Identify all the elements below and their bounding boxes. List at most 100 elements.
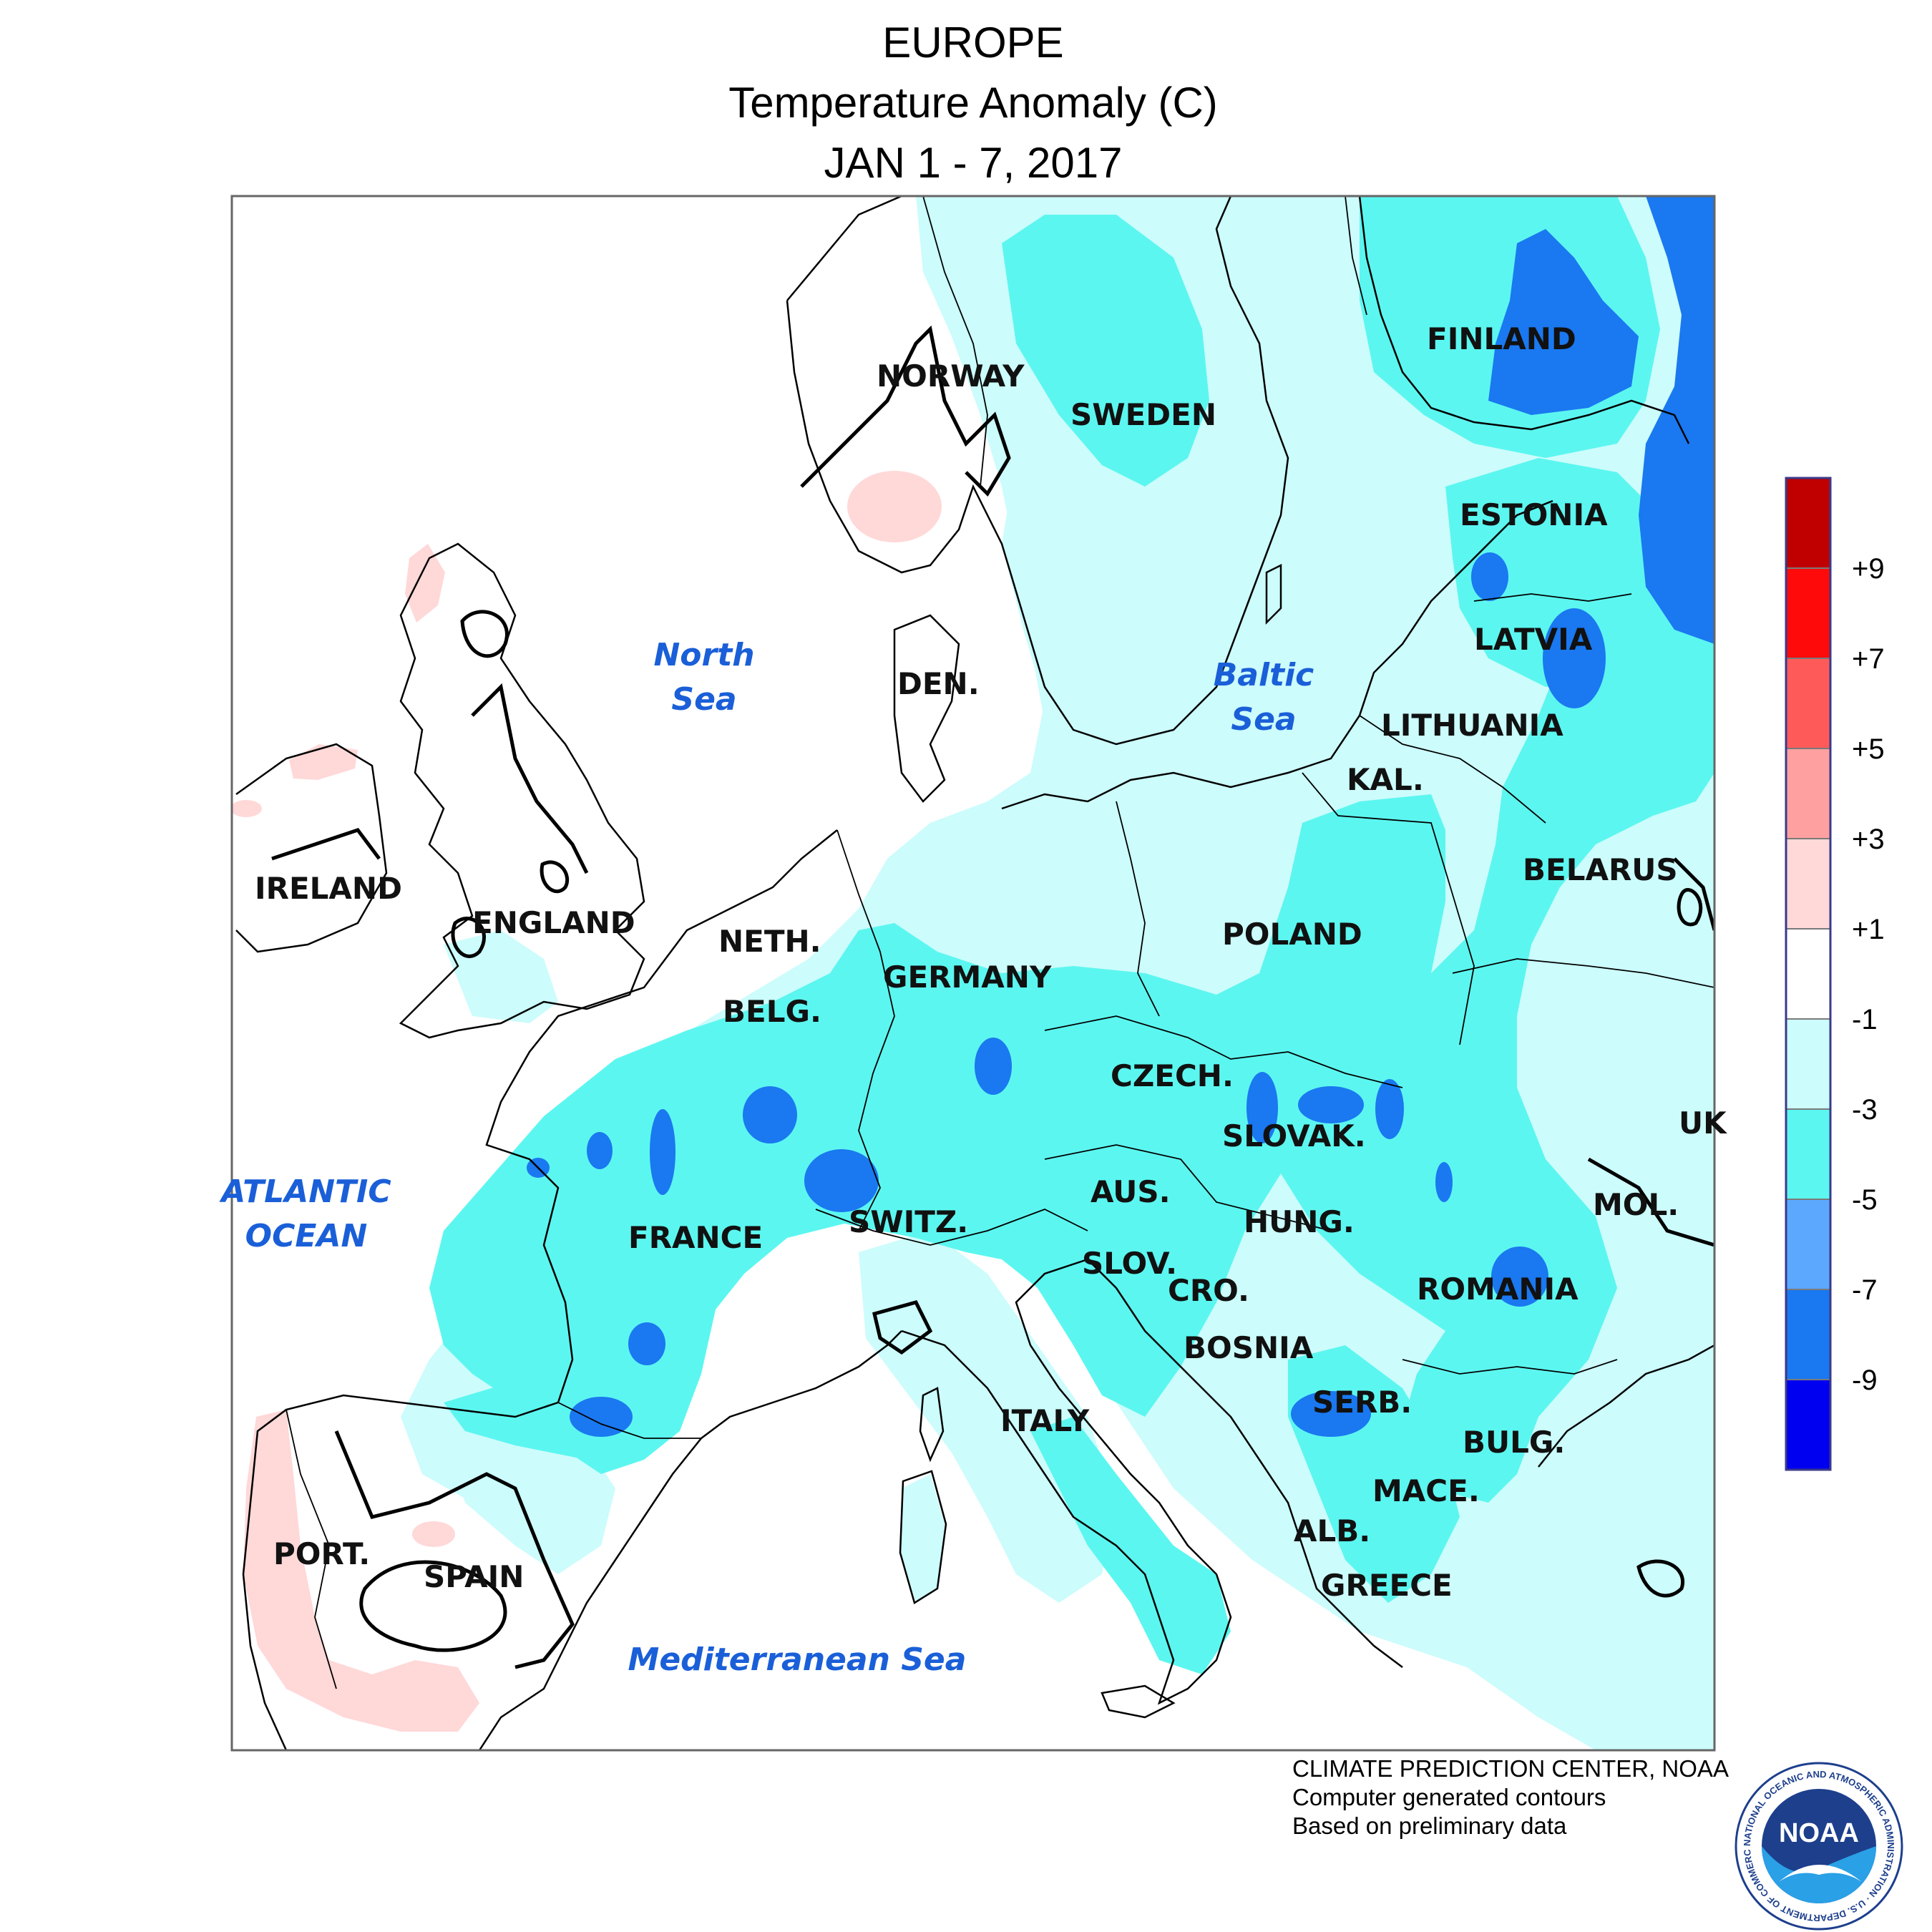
label-austria: AUS. xyxy=(1091,1174,1171,1209)
coast-sicily xyxy=(1101,1684,1176,1719)
label-netherlands: NETH. xyxy=(718,924,821,959)
label-bulgaria: BULG. xyxy=(1463,1425,1565,1460)
credits: CLIMATE PREDICTION CENTER, NOAA Computer… xyxy=(1292,1755,1729,1840)
coast-scandinavia xyxy=(786,196,1289,746)
border-sweden-finland xyxy=(1345,196,1367,316)
label-kaliningrad: KAL. xyxy=(1347,762,1424,797)
credit-line-3: Based on preliminary data xyxy=(1292,1813,1567,1839)
anomaly-cell-france-east xyxy=(804,1149,879,1212)
legend-tick-label: -5 xyxy=(1852,1184,1878,1216)
label-switzerland: SWITZ. xyxy=(849,1204,968,1239)
contour-zero-balkans xyxy=(1587,1157,1714,1247)
contour-zero-belarus xyxy=(1673,857,1714,931)
coast-sardinia xyxy=(899,1470,947,1604)
legend: +9 +7 +5 +3 +1 -1 -3 -5 -7 -9 xyxy=(1785,477,1885,1471)
anomaly-cell-france-west xyxy=(650,1109,675,1195)
legend-bin xyxy=(1785,928,1831,1020)
anomaly-region-light-italy xyxy=(859,1231,1116,1603)
border-spain-portugal xyxy=(286,1409,337,1689)
legend-tick-label: +3 xyxy=(1852,824,1885,855)
label-serbia: SERB. xyxy=(1312,1385,1412,1420)
coast-baltic-south xyxy=(1001,499,1553,810)
label-england: ENGLAND xyxy=(472,905,635,940)
country-borders xyxy=(286,196,1714,1689)
country-labels: NORWAY SWEDEN FINLAND ESTONIA LATVIA LIT… xyxy=(255,321,1727,1603)
anomaly-cell-romania-north xyxy=(1435,1162,1453,1202)
legend-frame xyxy=(1785,477,1832,1471)
coast-gotland xyxy=(1265,563,1282,625)
water-labels: North Sea Baltic Sea ATLANTIC OCEAN Medi… xyxy=(219,637,1314,1678)
contour-zero-spain-outer xyxy=(334,1430,575,1669)
legend-tick-label: +7 xyxy=(1852,643,1885,675)
anomaly-cell-slovakia-east xyxy=(1298,1086,1364,1123)
label-north-sea-1: North xyxy=(653,637,754,673)
map-period: JAN 1 - 7, 2017 xyxy=(824,139,1123,187)
label-bosnia: BOSNIA xyxy=(1184,1330,1314,1365)
legend-bin xyxy=(1785,1289,1831,1380)
label-greece: GREECE xyxy=(1321,1568,1453,1603)
anomaly-cell-norway-warm xyxy=(847,471,942,542)
label-norway: NORWAY xyxy=(877,358,1025,394)
border-lithuania-belarus xyxy=(1359,715,1546,824)
label-germany: GERMANY xyxy=(883,960,1052,995)
label-belgium: BELG. xyxy=(723,994,821,1029)
coast-iberia xyxy=(242,1394,702,1750)
legend-tick-label: +1 xyxy=(1852,914,1885,945)
label-ukraine: UK xyxy=(1679,1106,1727,1141)
noaa-logo-icon: NATIONAL OCEANIC AND ATMOSPHERIC ADMINIS… xyxy=(1735,1762,1903,1931)
credit-line-1: CLIMATE PREDICTION CENTER, NOAA xyxy=(1292,1755,1729,1782)
label-atlantic-2: OCEAN xyxy=(245,1218,368,1254)
anomaly-shading xyxy=(232,196,1714,1750)
coast-italy xyxy=(901,1258,1232,1705)
legend-tick-label: -1 xyxy=(1852,1004,1878,1035)
anomaly-cell-aquitaine xyxy=(628,1322,665,1365)
contour-zero-midlands xyxy=(540,860,570,894)
anomaly-cell-latvia xyxy=(1543,608,1606,708)
border-belarus-ukraine xyxy=(1452,958,1714,988)
label-moldova: MOL. xyxy=(1593,1187,1679,1222)
map-titles: EUROPE Temperature Anomaly (C) JAN 1 - 7… xyxy=(0,13,1932,193)
label-romania: ROMANIA xyxy=(1417,1272,1579,1307)
border-france-germany xyxy=(836,829,895,1231)
anomaly-cell-france-north xyxy=(743,1086,797,1143)
legend-tick-label: -9 xyxy=(1852,1365,1878,1396)
label-belarus: BELARUS xyxy=(1523,852,1678,887)
legend-tick-label: -7 xyxy=(1852,1274,1878,1306)
label-denmark: DEN. xyxy=(897,666,980,701)
label-ireland: IRELAND xyxy=(255,871,402,906)
contour-zero-spain-inner xyxy=(359,1560,507,1652)
border-germany-poland xyxy=(1116,801,1160,1017)
credit-line-2: Computer generated contours xyxy=(1292,1784,1606,1810)
noaa-logo-text: NOAA xyxy=(1779,1818,1859,1848)
label-sweden: SWEDEN xyxy=(1070,397,1216,432)
coast-adriatic-east xyxy=(1087,1259,1403,1668)
anomaly-cell-ireland-sw-warm xyxy=(232,800,262,817)
map-frame xyxy=(230,195,1716,1752)
anomaly-region-blue-finland xyxy=(1488,229,1639,415)
label-slovenia: SLOV. xyxy=(1082,1246,1177,1281)
label-baltic-sea-2: Sea xyxy=(1231,701,1296,738)
label-macedonia: MACE. xyxy=(1372,1473,1480,1508)
legend-bin xyxy=(1785,1018,1831,1110)
map-subtitle: Temperature Anomaly (C) xyxy=(728,79,1218,127)
label-italy: ITALY xyxy=(1000,1403,1090,1438)
contour-zero-wales xyxy=(451,917,486,958)
border-norway-sweden xyxy=(922,196,988,487)
label-finland: FINLAND xyxy=(1427,321,1576,356)
legend-bin xyxy=(1785,1108,1831,1200)
legend-tick-label: +5 xyxy=(1852,733,1885,765)
label-latvia: LATVIA xyxy=(1474,622,1593,657)
legend-bin xyxy=(1785,838,1831,930)
map-title: EUROPE xyxy=(882,19,1064,67)
anomaly-region-cyan-italy xyxy=(1030,1417,1231,1674)
label-slovakia: SLOVAK. xyxy=(1222,1118,1366,1153)
coast-mediterranean-france xyxy=(701,1330,902,1439)
anomaly-cell-slovakia-west xyxy=(1246,1072,1278,1143)
legend-bin xyxy=(1785,748,1831,839)
anomaly-cell-estonia xyxy=(1471,552,1508,601)
anomaly-cell-germany-south xyxy=(975,1038,1012,1095)
label-croatia: CRO. xyxy=(1168,1273,1249,1308)
coast-finland xyxy=(1358,196,1690,444)
border-austria-hungary xyxy=(1044,1144,1332,1231)
label-north-sea-2: Sea xyxy=(671,681,736,718)
